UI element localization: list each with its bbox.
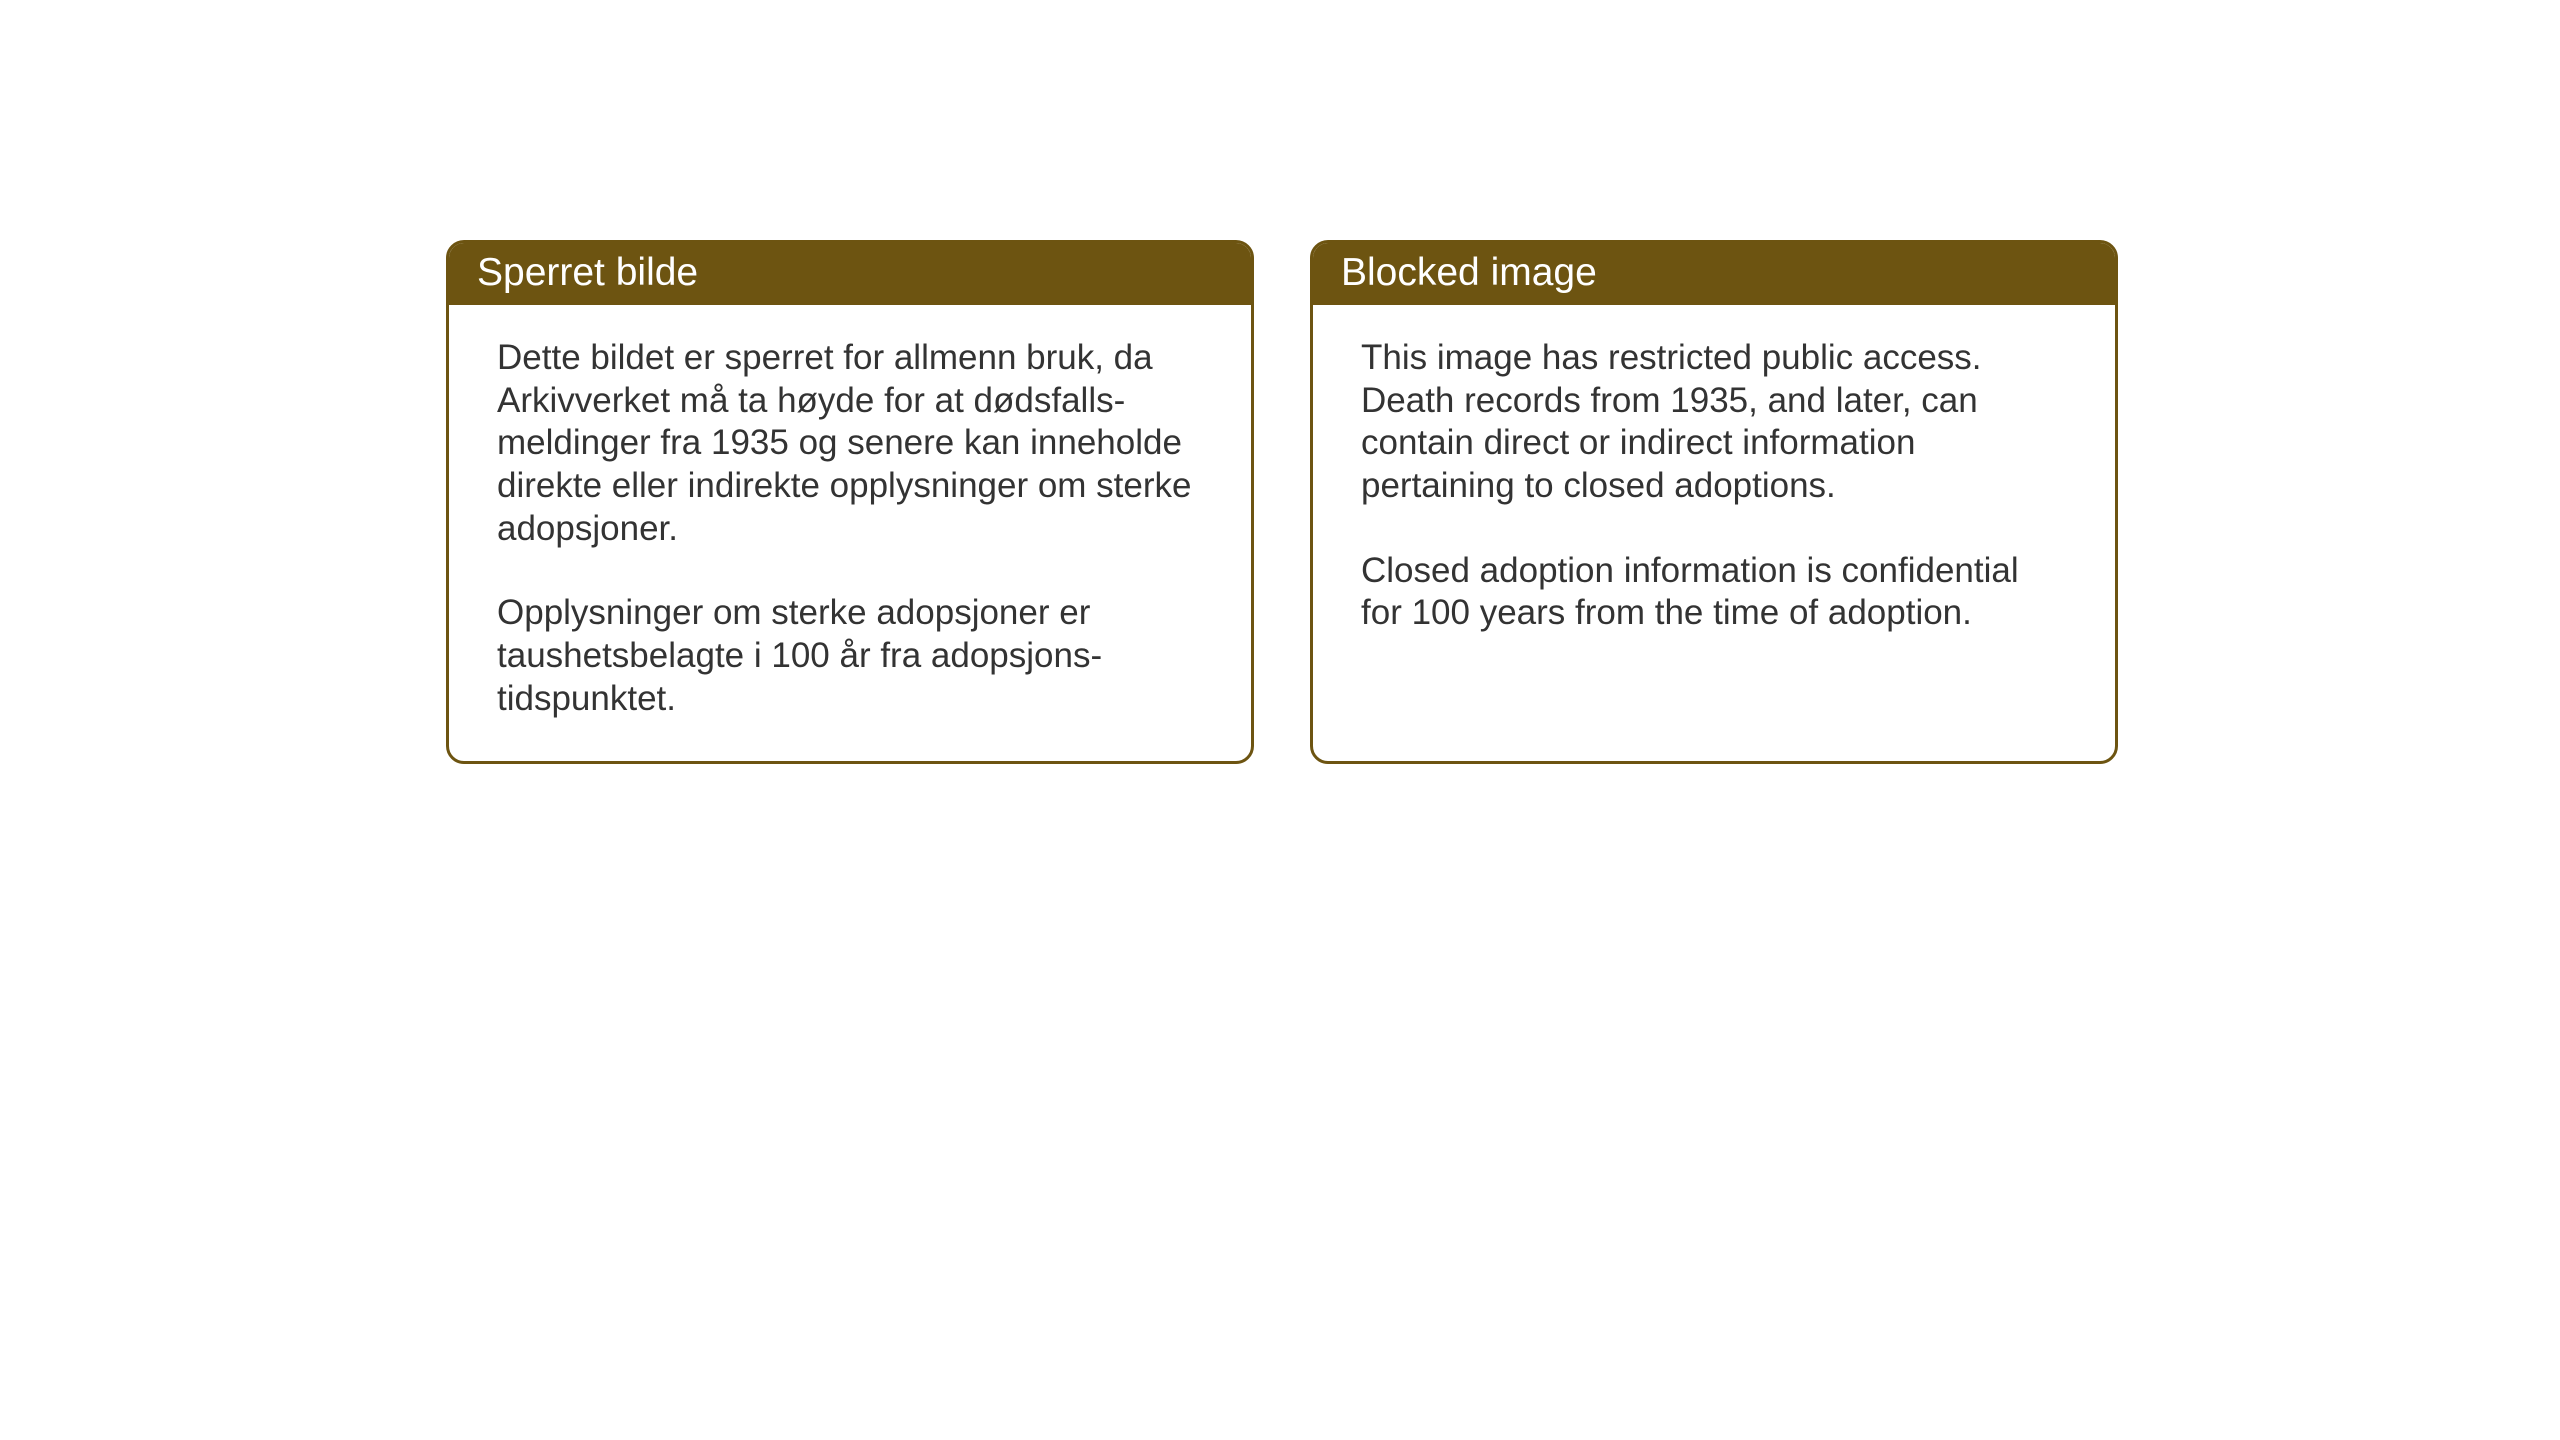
card-body-norwegian: Dette bildet er sperret for allmenn bruk… [449,305,1251,761]
notice-card-english: Blocked image This image has restricted … [1310,240,2118,764]
card-paragraph-1-norwegian: Dette bildet er sperret for allmenn bruk… [497,337,1203,550]
card-paragraph-2-norwegian: Opplysninger om sterke adopsjoner er tau… [497,592,1203,720]
card-title-norwegian: Sperret bilde [477,251,1223,295]
notice-card-norwegian: Sperret bilde Dette bildet er sperret fo… [446,240,1254,764]
card-paragraph-2-english: Closed adoption information is confident… [1361,550,2067,635]
card-body-english: This image has restricted public access.… [1313,305,2115,709]
card-paragraph-1-english: This image has restricted public access.… [1361,337,2067,508]
card-header-english: Blocked image [1313,243,2115,305]
card-title-english: Blocked image [1341,251,2087,295]
card-header-norwegian: Sperret bilde [449,243,1251,305]
notice-cards-container: Sperret bilde Dette bildet er sperret fo… [446,240,2118,764]
